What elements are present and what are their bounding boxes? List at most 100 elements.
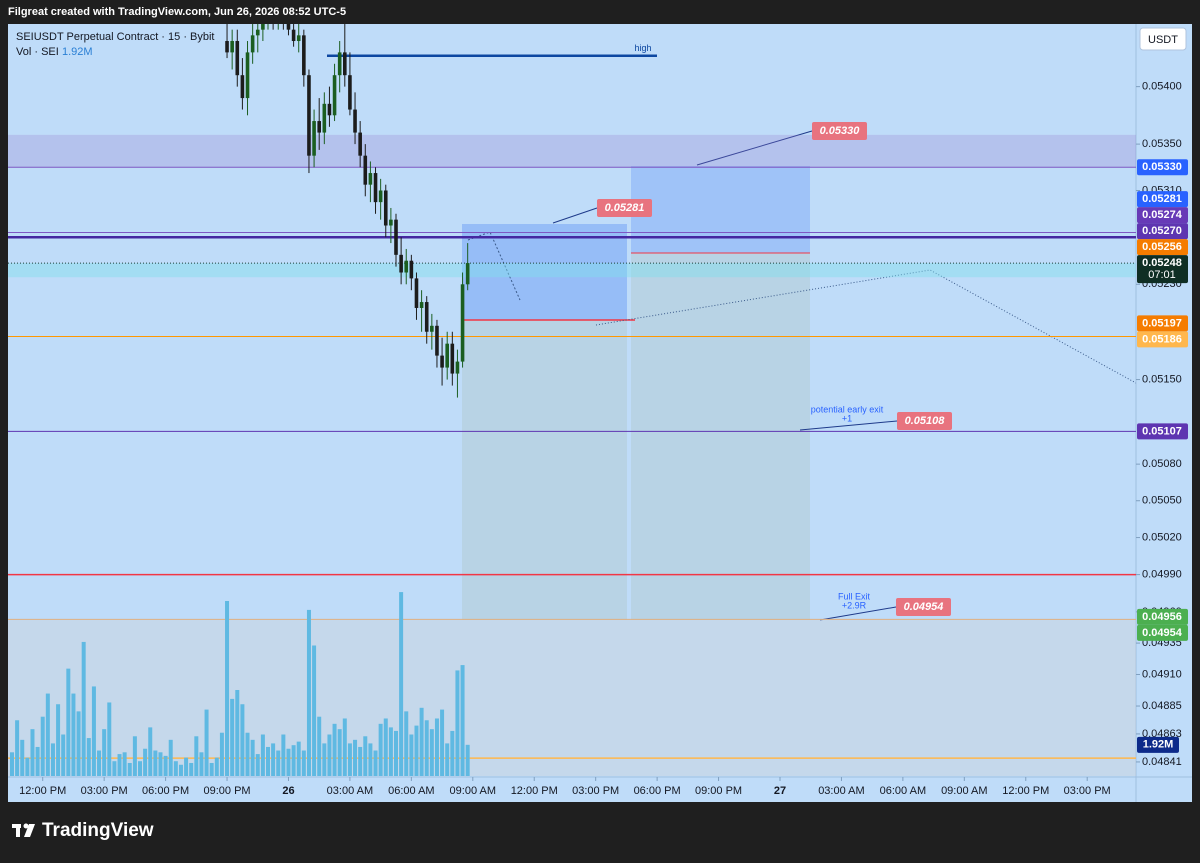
x-tick-label: 06:00 PM xyxy=(634,785,681,797)
candle-body xyxy=(378,190,383,203)
x-tick-label: 06:00 PM xyxy=(142,785,189,797)
volume-bar xyxy=(173,761,178,776)
candle-body xyxy=(240,75,245,99)
candle-body xyxy=(399,254,403,273)
x-tick-label: 12:00 PM xyxy=(511,785,558,797)
volume-bar xyxy=(117,754,122,776)
price-tag-label: 0.05186 xyxy=(1142,333,1182,345)
candle-body xyxy=(322,103,327,133)
volume-bar xyxy=(225,601,230,776)
volume-bar xyxy=(56,704,61,776)
footer-brand: TradingView xyxy=(42,820,154,841)
footer-logo xyxy=(12,823,35,837)
header-text: Filgreat created with TradingView.com, J… xyxy=(8,6,346,18)
volume-bar xyxy=(127,762,132,776)
candle-body xyxy=(368,173,373,185)
volume-bar xyxy=(276,750,281,776)
volume-bar xyxy=(245,732,250,776)
volume-bar xyxy=(168,739,173,776)
price-tag-label: 0.05270 xyxy=(1142,225,1182,237)
chart-title: SEIUSDT Perpetual Contract · 15 · Bybit xyxy=(16,31,215,43)
volume-bar xyxy=(429,729,434,776)
annotation-label: 0.05330 xyxy=(820,125,861,137)
volume-bar xyxy=(148,727,153,776)
volume-legend-value: 1.92M xyxy=(62,46,93,58)
price-tag-label: 0.05256 xyxy=(1142,241,1182,253)
volume-bar xyxy=(61,734,66,776)
volume-bar xyxy=(107,702,112,776)
candle-body xyxy=(404,260,409,273)
annotation-connector xyxy=(552,207,598,224)
projection-path xyxy=(595,269,1136,384)
candle-body xyxy=(317,121,321,133)
volume-bar xyxy=(286,748,291,776)
x-tick-label: 09:00 PM xyxy=(203,785,250,797)
volume-bar xyxy=(235,690,240,776)
annotation-label: 0.04954 xyxy=(904,601,944,613)
x-tick-label: 12:00 PM xyxy=(1002,785,1049,797)
volume-bar xyxy=(445,743,450,776)
volume-bar xyxy=(158,752,163,776)
y-tick-label: 0.05050 xyxy=(1142,495,1182,507)
annotation-box xyxy=(812,122,867,140)
volume-bar xyxy=(322,743,327,776)
price-tag-label: 0.05274 xyxy=(1142,209,1183,221)
volume-tag-label: 1.92M xyxy=(1143,739,1174,751)
volume-bar xyxy=(66,668,71,776)
volume-bar xyxy=(394,730,398,776)
candle-body xyxy=(440,355,444,368)
volume-bar xyxy=(353,739,358,776)
annotation-note: Full Exit xyxy=(838,591,871,601)
y-tick-label: 0.04990 xyxy=(1142,569,1182,581)
volume-bar xyxy=(434,718,439,776)
volume-bar xyxy=(40,716,45,776)
candle-body xyxy=(424,302,429,332)
volume-tag xyxy=(1137,736,1179,753)
candle-body xyxy=(266,24,270,25)
price-tag xyxy=(1137,255,1188,284)
candle-body xyxy=(337,52,342,76)
candle-body xyxy=(302,35,306,76)
volume-bar xyxy=(465,744,470,776)
candle-body xyxy=(430,325,434,332)
volume-bar xyxy=(25,757,30,776)
price-tag xyxy=(1137,159,1188,176)
annotation-note: +1 xyxy=(842,413,852,423)
countdown: 07:01 xyxy=(1148,269,1176,281)
x-tick-label: 03:00 PM xyxy=(81,785,128,797)
price-tag xyxy=(1137,207,1188,224)
candle-body xyxy=(261,24,265,30)
x-tick-label: 27 xyxy=(774,785,786,797)
volume-bar xyxy=(291,745,296,776)
volume-bar xyxy=(153,750,158,776)
price-tag xyxy=(1137,624,1188,641)
candle-body xyxy=(465,263,470,285)
volume-bar xyxy=(281,734,286,776)
volume-bar xyxy=(296,741,301,776)
x-tick-label: 03:00 AM xyxy=(327,785,373,797)
volume-bar xyxy=(301,750,306,776)
y-tick-label: 0.04841 xyxy=(1142,756,1182,768)
volume-bar xyxy=(204,709,209,776)
x-tick-label: 03:00 AM xyxy=(818,785,864,797)
volume-bar xyxy=(388,727,393,776)
candle-body xyxy=(307,75,311,156)
volume-bar xyxy=(460,665,465,776)
volume-bar xyxy=(317,716,322,776)
currency-button[interactable] xyxy=(1139,27,1187,51)
candle-body xyxy=(286,24,291,30)
volume-bar xyxy=(132,736,137,776)
candle-body xyxy=(332,75,337,116)
candle-body xyxy=(296,35,301,42)
price-zone xyxy=(8,619,1136,776)
y-tick-label: 0.05400 xyxy=(1142,81,1182,93)
position-target-box xyxy=(631,253,810,620)
candle-body xyxy=(255,29,260,36)
volume-bar xyxy=(189,762,194,776)
annotation-box xyxy=(897,412,952,430)
price-tag-label: 0.05281 xyxy=(1142,193,1182,205)
price-tag xyxy=(1137,239,1188,256)
candle-body xyxy=(348,75,352,110)
annotation-connector xyxy=(799,420,898,431)
volume-bar xyxy=(86,738,91,776)
